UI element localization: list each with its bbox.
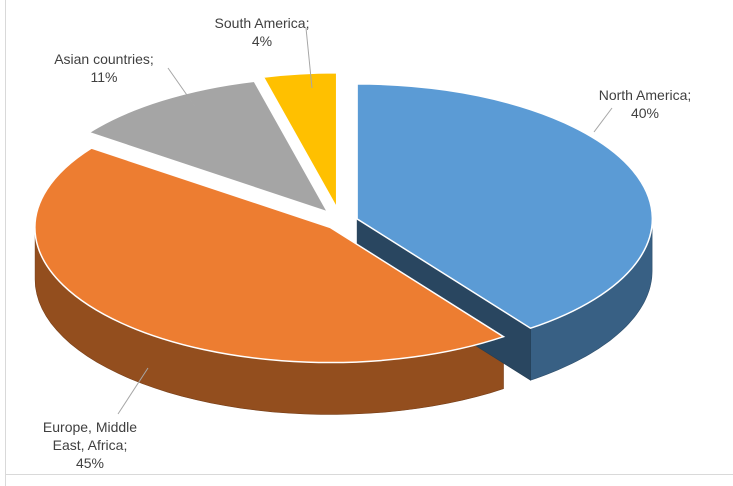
data-label-line: 11% xyxy=(91,69,118,85)
chart-frame-bottom xyxy=(5,474,733,475)
pie-slice-south-america xyxy=(262,72,338,211)
data-label-line: 4% xyxy=(252,33,272,49)
leader-lines xyxy=(117,27,613,415)
data-labels: North America; 40% Europe, Middle East, Afr… xyxy=(43,15,691,471)
data-label-line: 45% xyxy=(76,455,104,471)
pie-slice-asian-countries xyxy=(87,80,330,214)
leader-line-south-america xyxy=(305,27,313,89)
leader-line-emea xyxy=(117,367,149,415)
data-label-line: 40% xyxy=(631,105,659,121)
pie-tops xyxy=(34,72,654,364)
data-label-line: Europe, Middle xyxy=(43,419,137,435)
pie-slice-emea xyxy=(34,147,506,364)
leader-line-asian-countries xyxy=(167,67,197,109)
leader-line-north-america xyxy=(593,107,613,133)
data-label-south-america: South America; 4% xyxy=(215,15,310,49)
data-label-line: North America; xyxy=(599,87,692,103)
data-label-emea: Europe, Middle East, Africa; 45% xyxy=(43,419,137,471)
data-label-asian-countries: Asian countries; 11% xyxy=(54,51,154,85)
pie-slice-north-america xyxy=(356,83,654,330)
chart-frame-left xyxy=(5,0,6,486)
data-label-line: South America; xyxy=(215,15,310,31)
data-label-line: Asian countries; xyxy=(54,51,154,67)
data-label-north-america: North America; 40% xyxy=(599,87,692,121)
data-label-line: East, Africa; xyxy=(53,437,128,453)
